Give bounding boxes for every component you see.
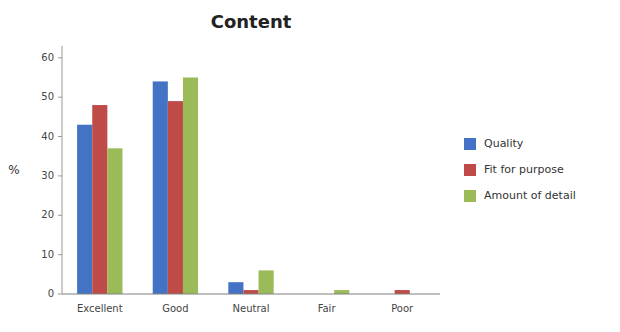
y-tick bbox=[58, 175, 62, 176]
legend-swatch bbox=[464, 190, 476, 202]
y-tick-label: 40 bbox=[41, 131, 54, 142]
bars bbox=[77, 77, 410, 294]
x-tick-label: Fair bbox=[318, 303, 337, 314]
legend-label: Quality bbox=[484, 137, 524, 150]
y-tick-label: 0 bbox=[48, 288, 54, 299]
legend-label: Fit for purpose bbox=[484, 163, 564, 176]
baseline bbox=[62, 294, 440, 295]
chart-svg: Content% 0 10 20 30 40 50 60 Excellent Good Neutra… bbox=[0, 0, 620, 332]
y-axis-label: % bbox=[8, 163, 19, 177]
y-axis-line bbox=[62, 46, 63, 294]
bar bbox=[243, 290, 258, 294]
legend-label: Amount of detail bbox=[484, 189, 576, 202]
bar bbox=[153, 81, 168, 294]
bar bbox=[77, 125, 92, 294]
y-tick bbox=[58, 57, 62, 58]
y-tick-label: 60 bbox=[41, 52, 54, 63]
legend: Quality Fit for purpose Amount of detail bbox=[464, 137, 576, 202]
bar bbox=[107, 148, 122, 294]
bar bbox=[334, 290, 349, 294]
x-tick-label: Good bbox=[162, 303, 188, 314]
x-tick-label: Poor bbox=[391, 303, 414, 314]
bar bbox=[228, 282, 243, 294]
chart-container: Content% 0 10 20 30 40 50 60 Excellent Good Neutra… bbox=[0, 0, 620, 332]
x-tick-label: Neutral bbox=[233, 303, 270, 314]
y-tick bbox=[58, 136, 62, 137]
bar bbox=[92, 105, 107, 294]
y-tick-label: 10 bbox=[41, 249, 54, 260]
y-tick bbox=[58, 294, 62, 295]
y-tick bbox=[58, 215, 62, 216]
x-tick-label: Excellent bbox=[77, 303, 123, 314]
y-tick bbox=[58, 254, 62, 255]
y-tick-label: 30 bbox=[41, 170, 54, 181]
y-tick-label: 20 bbox=[41, 209, 54, 220]
bar bbox=[259, 270, 274, 294]
bar bbox=[395, 290, 410, 294]
legend-swatch bbox=[464, 164, 476, 176]
y-tick bbox=[58, 97, 62, 98]
y-tick-label: 50 bbox=[41, 91, 54, 102]
chart-title: Content bbox=[211, 11, 292, 32]
legend-swatch bbox=[464, 138, 476, 150]
bar bbox=[183, 77, 198, 294]
bar bbox=[168, 101, 183, 294]
